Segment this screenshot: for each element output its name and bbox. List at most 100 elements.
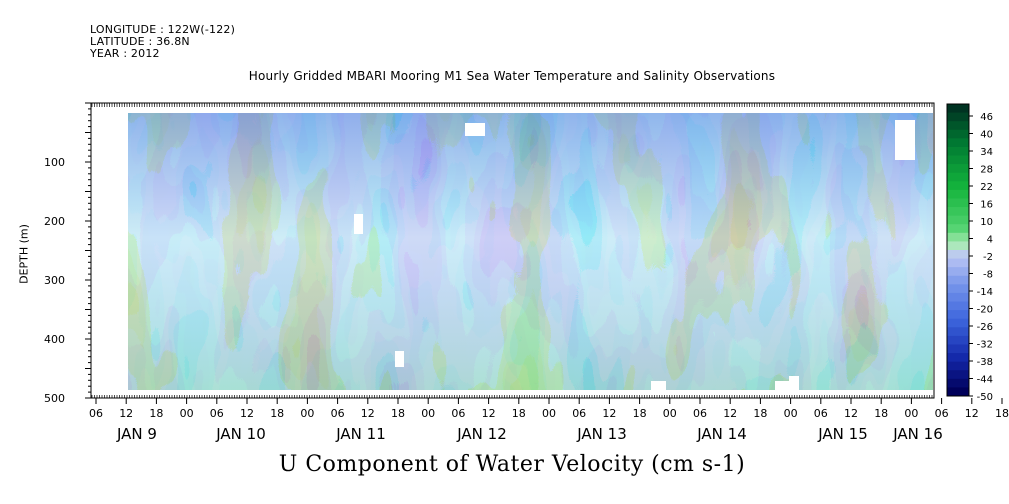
data-gap	[395, 351, 404, 367]
x-tick-label: 00	[904, 407, 918, 420]
y-tick-label: 100	[44, 156, 65, 169]
x-tick-label: 12	[119, 407, 133, 420]
colorbar-segment	[947, 378, 969, 388]
colorbar-segment	[947, 327, 969, 337]
colorbar-label: 16	[980, 200, 993, 211]
x-tick-label: 06	[331, 407, 345, 420]
data-gap	[651, 381, 666, 390]
y-tick-label: 500	[44, 392, 65, 405]
x-tick-label: 06	[693, 407, 707, 420]
x-tick-label: 18	[149, 407, 163, 420]
colorbar-label: -14	[977, 287, 993, 298]
colorbar-segment	[947, 104, 969, 114]
chart-title: Hourly Gridded MBARI Mooring M1 Sea Wate…	[248, 69, 776, 83]
x-day-label: JAN 13	[576, 425, 627, 443]
colorbar-label: 40	[980, 130, 993, 141]
colorbar-segment	[947, 387, 969, 397]
colorbar-segment	[947, 189, 969, 199]
y-tick-label: 200	[44, 215, 65, 228]
heatmap-depth-shading	[128, 113, 933, 390]
x-day-label: JAN 9	[116, 425, 157, 443]
x-tick-label: 18	[874, 407, 888, 420]
colorbar-segment	[947, 250, 969, 260]
x-tick-label: 18	[633, 407, 647, 420]
colorbar-segment	[947, 181, 969, 191]
latitude-text: LATITUDE : 36.8N	[90, 35, 190, 48]
x-tick-label: 18	[995, 407, 1009, 420]
y-axis-ticks: 100 200 300 400 500	[44, 102, 91, 405]
colorbar-segment	[947, 224, 969, 234]
colorbar: 46 40 34 28 22 16 10 4 -2 -8 -14 -20 -26 -32 -38 -44 -50	[946, 103, 993, 403]
data-gap	[354, 214, 363, 234]
colorbar-segment	[947, 258, 969, 268]
x-tick-label: 12	[361, 407, 375, 420]
x-day-label: JAN 14	[696, 425, 747, 443]
metadata-block: LONGITUDE : 122W(-122) LATITUDE : 36.8N …	[90, 24, 235, 60]
x-axis-ticks: 06 12 18 00 06 12 18 00 06 12 18 00 06 12 18 00 06 12 18 00…	[89, 398, 1009, 443]
colorbar-label: 22	[980, 182, 993, 193]
colorbar-segment	[947, 164, 969, 174]
x-tick-label: 06	[210, 407, 224, 420]
colorbar-label: 34	[980, 147, 993, 158]
x-day-label: JAN 15	[817, 425, 868, 443]
colorbar-segment	[947, 241, 969, 251]
x-tick-label: 18	[270, 407, 284, 420]
colorbar-segment	[947, 121, 969, 131]
x-tick-label: 12	[844, 407, 858, 420]
colorbar-segment	[947, 112, 969, 122]
data-gap	[895, 120, 915, 160]
colorbar-label: -32	[977, 340, 993, 351]
x-tick-label: 06	[572, 407, 586, 420]
x-tick-label: 12	[723, 407, 737, 420]
colorbar-segment	[947, 267, 969, 277]
colorbar-segment	[947, 146, 969, 157]
colorbar-segment	[947, 198, 969, 208]
colorbar-segment	[947, 310, 969, 320]
x-tick-label: 00	[300, 407, 314, 420]
colorbar-segment	[947, 353, 969, 363]
colorbar-segment	[947, 361, 969, 371]
colorbar-label: 4	[987, 235, 993, 246]
x-tick-label: 18	[512, 407, 526, 420]
colorbar-label: 10	[980, 217, 993, 228]
colorbar-segment	[947, 284, 969, 294]
x-tick-label: 06	[451, 407, 465, 420]
colorbar-segment	[947, 207, 969, 217]
year-text: YEAR : 2012	[90, 47, 160, 60]
data-gaps	[354, 120, 915, 390]
x-tick-label: 12	[482, 407, 496, 420]
colorbar-segment	[947, 138, 969, 148]
x-minor-ticks	[91, 103, 933, 398]
data-gap	[465, 123, 485, 136]
colorbar-label: -8	[983, 270, 993, 281]
x-tick-label: 00	[542, 407, 556, 420]
colorbar-label: 46	[980, 112, 993, 123]
y-tick-label: 300	[44, 274, 65, 287]
x-tick-label: 12	[240, 407, 254, 420]
x-tick-label: 00	[421, 407, 435, 420]
x-tick-label: 12	[965, 407, 979, 420]
x-tick-label: 00	[663, 407, 677, 420]
colorbar-label: -20	[977, 305, 993, 316]
colorbar-segment	[947, 370, 969, 380]
variable-title: U Component of Water Velocity (cm s-1)	[278, 452, 746, 477]
x-day-label: JAN 11	[335, 425, 386, 443]
colorbar-segment	[947, 232, 969, 242]
x-day-label: JAN 10	[215, 425, 266, 443]
colorbar-label: -50	[977, 392, 993, 403]
x-tick-label: 00	[180, 407, 194, 420]
y-tick-label: 400	[44, 333, 65, 346]
colorbar-label: 28	[980, 165, 993, 176]
colorbar-label: -38	[977, 357, 993, 368]
colorbar-segment	[947, 335, 969, 345]
x-tick-label: 06	[814, 407, 828, 420]
x-day-label: JAN 16	[892, 425, 943, 443]
colorbar-label: -44	[977, 375, 993, 386]
x-tick-label: 18	[391, 407, 405, 420]
x-tick-label: 06	[935, 407, 949, 420]
x-tick-label: 00	[784, 407, 798, 420]
colorbar-label: -2	[983, 252, 993, 263]
longitude-text: LONGITUDE : 122W(-122)	[90, 23, 236, 36]
colorbar-label: -26	[977, 322, 993, 333]
